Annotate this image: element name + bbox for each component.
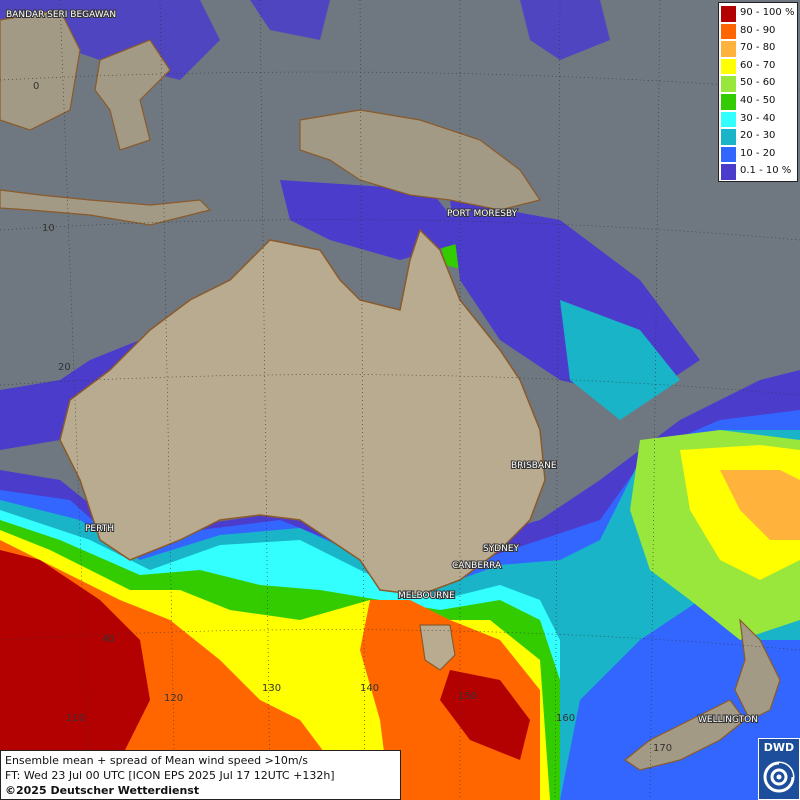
java-islands — [0, 189, 212, 226]
legend-row: 70 - 80 — [721, 40, 797, 58]
legend-label: 20 - 30 — [740, 130, 776, 142]
borneo-land — [0, 9, 81, 131]
legend-label: 30 - 40 — [740, 112, 776, 124]
dwd-logo: DWD — [758, 738, 800, 800]
lon-label-150: 150 — [458, 691, 477, 702]
dwd-logo-text: DWD — [763, 741, 795, 754]
city-wellington: WELLINGTON — [698, 715, 758, 725]
legend: 90 - 100 % 80 - 90 70 - 80 60 - 70 50 - 60 40… — [718, 2, 798, 182]
legend-label: 70 - 80 — [740, 42, 776, 54]
lat-label-10: 10 — [42, 223, 55, 234]
legend-swatch — [721, 129, 736, 145]
city-port-moresby: PORT MORESBY — [447, 209, 518, 219]
lon-label-110: 110 — [66, 713, 85, 724]
legend-row: 90 - 100 % — [721, 5, 797, 23]
nz-south-island — [623, 699, 746, 771]
legend-swatch — [721, 94, 736, 110]
legend-label: 0.1 - 10 % — [740, 165, 792, 177]
legend-label: 80 - 90 — [740, 24, 776, 36]
australia-land — [59, 228, 546, 596]
info-copyright: ©2025 Deutscher Wetterdienst — [5, 784, 200, 797]
lat-label-20: 20 — [58, 362, 71, 373]
info-forecast-time: FT: Wed 23 Jul 00 UTC [ICON EPS 2025 Jul… — [5, 769, 335, 782]
city-melbourne: MELBOURNE — [398, 591, 455, 601]
legend-row: 10 - 20 — [721, 146, 797, 164]
legend-row: 30 - 40 — [721, 111, 797, 129]
legend-row: 60 - 70 — [721, 58, 797, 76]
info-box: Ensemble mean + spread of Mean wind spee… — [0, 750, 401, 800]
city-canberra: CANBERRA — [452, 561, 502, 571]
legend-row: 40 - 50 — [721, 93, 797, 111]
lat-label-0: 0 — [33, 81, 39, 92]
swirl-icon — [763, 761, 795, 793]
legend-label: 90 - 100 % — [740, 7, 795, 18]
city-perth: PERTH — [85, 524, 114, 534]
legend-row: 50 - 60 — [721, 75, 797, 93]
city-brisbane: BRISBANE — [511, 461, 557, 471]
legend-row: 20 - 30 — [721, 128, 797, 146]
legend-swatch — [721, 111, 736, 128]
legend-label: 10 - 20 — [740, 147, 776, 159]
city-sydney: SYDNEY — [483, 544, 520, 554]
legend-swatch — [721, 164, 736, 181]
new-guinea-land — [299, 109, 541, 211]
legend-swatch — [721, 146, 736, 163]
legend-label: 40 - 50 — [740, 95, 776, 106]
legend-swatch — [721, 58, 736, 75]
lat-label-40: 40 — [102, 634, 115, 645]
lon-label-140: 140 — [360, 683, 379, 694]
legend-row: 0.1 - 10 % — [721, 163, 797, 181]
sulawesi-land — [94, 39, 171, 151]
info-title: Ensemble mean + spread of Mean wind spee… — [5, 754, 308, 767]
lon-label-160: 160 — [556, 713, 575, 724]
legend-label: 50 - 60 — [740, 77, 776, 89]
legend-swatch — [721, 41, 736, 57]
city-bandar-seri-begawan: BANDAR SERI BEGAWAN — [6, 10, 116, 20]
lon-label-170: 170 — [653, 743, 672, 754]
lon-label-130: 130 — [262, 683, 281, 694]
legend-label: 60 - 70 — [740, 59, 776, 71]
legend-swatch — [721, 6, 736, 22]
tasmania-land — [419, 624, 456, 671]
lon-label-120: 120 — [164, 693, 183, 704]
legend-swatch — [721, 76, 736, 93]
legend-row: 80 - 90 — [721, 23, 797, 41]
legend-swatch — [721, 23, 736, 40]
